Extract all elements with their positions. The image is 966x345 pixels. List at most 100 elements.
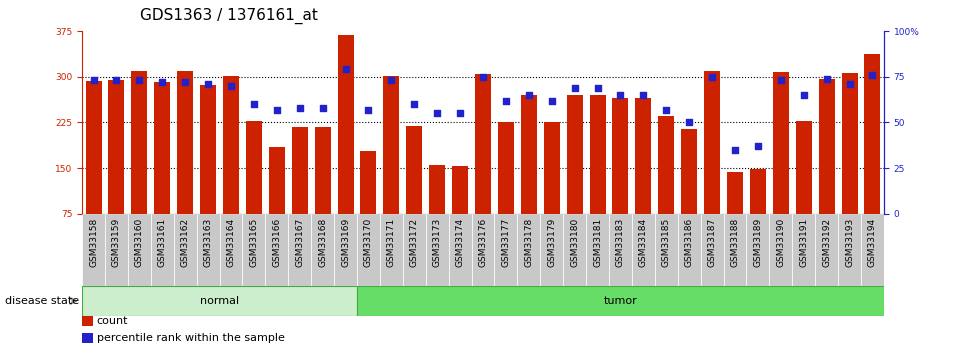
- Bar: [155, 82, 170, 214]
- Bar: [567, 95, 582, 214]
- Bar: [151, 214, 174, 286]
- Bar: [612, 98, 629, 214]
- Text: GSM33180: GSM33180: [570, 218, 580, 267]
- Text: GSM33179: GSM33179: [547, 218, 556, 267]
- Bar: [540, 214, 563, 286]
- Point: [704, 74, 720, 79]
- Bar: [82, 286, 357, 316]
- Point: [315, 105, 330, 111]
- Text: GSM33184: GSM33184: [639, 218, 648, 267]
- Bar: [769, 214, 792, 286]
- Point: [223, 83, 239, 89]
- Bar: [131, 71, 148, 214]
- Bar: [747, 214, 769, 286]
- Text: normal: normal: [200, 296, 240, 306]
- Point: [109, 78, 125, 83]
- Bar: [357, 214, 380, 286]
- Bar: [861, 214, 884, 286]
- Text: GSM33158: GSM33158: [89, 218, 99, 267]
- Bar: [678, 214, 700, 286]
- Point: [200, 81, 215, 87]
- Point: [270, 107, 285, 112]
- Point: [384, 78, 399, 83]
- Text: GSM33186: GSM33186: [685, 218, 694, 267]
- Bar: [796, 121, 811, 214]
- Bar: [727, 172, 743, 214]
- Point: [773, 78, 788, 83]
- Text: GSM33183: GSM33183: [616, 218, 625, 267]
- Bar: [471, 214, 495, 286]
- Bar: [403, 214, 426, 286]
- Point: [292, 105, 307, 111]
- Bar: [792, 214, 815, 286]
- Text: tumor: tumor: [604, 296, 638, 306]
- Point: [360, 107, 376, 112]
- Text: GSM33160: GSM33160: [135, 218, 144, 267]
- Text: GSM33189: GSM33189: [753, 218, 762, 267]
- Text: disease state: disease state: [5, 296, 79, 306]
- Text: percentile rank within the sample: percentile rank within the sample: [97, 333, 284, 343]
- Bar: [357, 286, 884, 316]
- Bar: [269, 147, 285, 214]
- Bar: [586, 214, 609, 286]
- Text: GSM33173: GSM33173: [433, 218, 441, 267]
- Bar: [242, 214, 266, 286]
- Text: GSM33161: GSM33161: [157, 218, 167, 267]
- Bar: [82, 333, 93, 344]
- Bar: [448, 214, 471, 286]
- Bar: [223, 76, 239, 214]
- Bar: [700, 214, 724, 286]
- Bar: [563, 214, 586, 286]
- Point: [498, 98, 514, 103]
- Bar: [334, 214, 357, 286]
- Bar: [266, 214, 288, 286]
- Bar: [108, 80, 125, 214]
- Bar: [544, 122, 559, 214]
- Bar: [589, 95, 606, 214]
- Point: [178, 79, 193, 85]
- Text: GSM33169: GSM33169: [341, 218, 350, 267]
- Bar: [292, 127, 308, 214]
- Text: GSM33172: GSM33172: [410, 218, 419, 267]
- Bar: [311, 214, 334, 286]
- Point: [407, 101, 422, 107]
- Bar: [82, 214, 105, 286]
- Point: [246, 101, 262, 107]
- Point: [86, 78, 101, 83]
- Text: GSM33178: GSM33178: [525, 218, 533, 267]
- Bar: [315, 127, 330, 214]
- Point: [338, 67, 354, 72]
- Bar: [360, 151, 377, 214]
- Bar: [655, 214, 678, 286]
- Text: GSM33187: GSM33187: [707, 218, 717, 267]
- Bar: [632, 214, 655, 286]
- Point: [819, 76, 835, 81]
- Text: GSM33192: GSM33192: [822, 218, 831, 267]
- Point: [567, 85, 582, 90]
- Point: [155, 79, 170, 85]
- Bar: [865, 53, 880, 214]
- Bar: [658, 116, 674, 214]
- Point: [612, 92, 628, 98]
- Text: GSM33177: GSM33177: [501, 218, 510, 267]
- Bar: [86, 81, 101, 214]
- Text: GSM33190: GSM33190: [777, 218, 785, 267]
- Bar: [219, 214, 242, 286]
- Bar: [681, 129, 697, 214]
- Bar: [609, 214, 632, 286]
- Point: [544, 98, 559, 103]
- Bar: [750, 169, 766, 214]
- Point: [659, 107, 674, 112]
- Bar: [337, 35, 354, 214]
- Bar: [838, 214, 861, 286]
- Text: GSM33171: GSM33171: [386, 218, 396, 267]
- Point: [590, 85, 606, 90]
- Point: [796, 92, 811, 98]
- Text: GSM33163: GSM33163: [204, 218, 213, 267]
- Bar: [174, 214, 197, 286]
- Text: GSM33167: GSM33167: [296, 218, 304, 267]
- Bar: [288, 214, 311, 286]
- Bar: [724, 214, 747, 286]
- Bar: [380, 214, 403, 286]
- Bar: [197, 214, 219, 286]
